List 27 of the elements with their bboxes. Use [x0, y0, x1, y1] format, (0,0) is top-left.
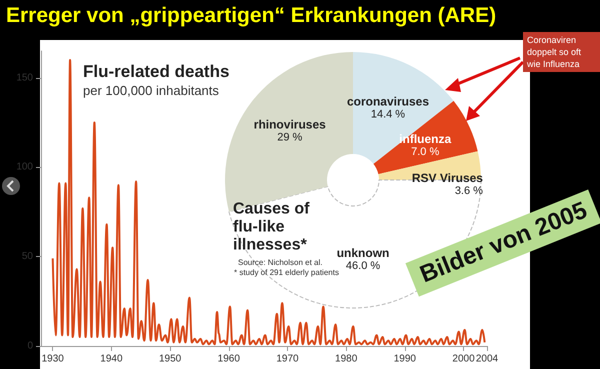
- text: per 100,000 inhabitants: [83, 83, 220, 98]
- x-tick-label: 2004: [476, 354, 499, 364]
- data-label: 7.0 %: [411, 146, 440, 158]
- data-label: 46.0 %: [346, 260, 380, 272]
- x-tick-label: 2000: [452, 354, 476, 364]
- x-tick-label: 1960: [218, 354, 240, 364]
- annotation: Source: Nicholson et al.: [238, 258, 322, 267]
- slice-label: rhinoviruses: [254, 117, 326, 132]
- text: Causes of flu-like illnesses*: [233, 200, 314, 254]
- annotation: * study of 291 elderly patients: [234, 268, 339, 277]
- text: Flu-related deaths: [83, 62, 230, 81]
- slice-label: coronaviruses: [346, 94, 430, 109]
- text: Coronaviren doppelt so oft wie Influenza: [523, 32, 600, 72]
- x-tick-label: 1990: [394, 354, 416, 364]
- data-label: 14.4 %: [370, 108, 406, 121]
- slice-label: RSV Viruses: [412, 170, 484, 185]
- data-label: 29 %: [277, 131, 303, 144]
- data-label: 3.6 %: [454, 184, 484, 197]
- annotation: Bilder von 2005: [416, 196, 591, 288]
- slice-label: unknown: [336, 246, 390, 260]
- x-tick-label: 1930: [42, 354, 64, 364]
- x-tick-label: 1980: [335, 354, 358, 364]
- line-series: [52, 58, 486, 346]
- x-tick-label: 1970: [276, 354, 300, 364]
- x-tick-label: 1940: [100, 354, 123, 364]
- x-tick-label: 1950: [158, 354, 182, 364]
- text: Erreger von „grippeartigen“ Erkrankungen (ARE): [6, 4, 496, 28]
